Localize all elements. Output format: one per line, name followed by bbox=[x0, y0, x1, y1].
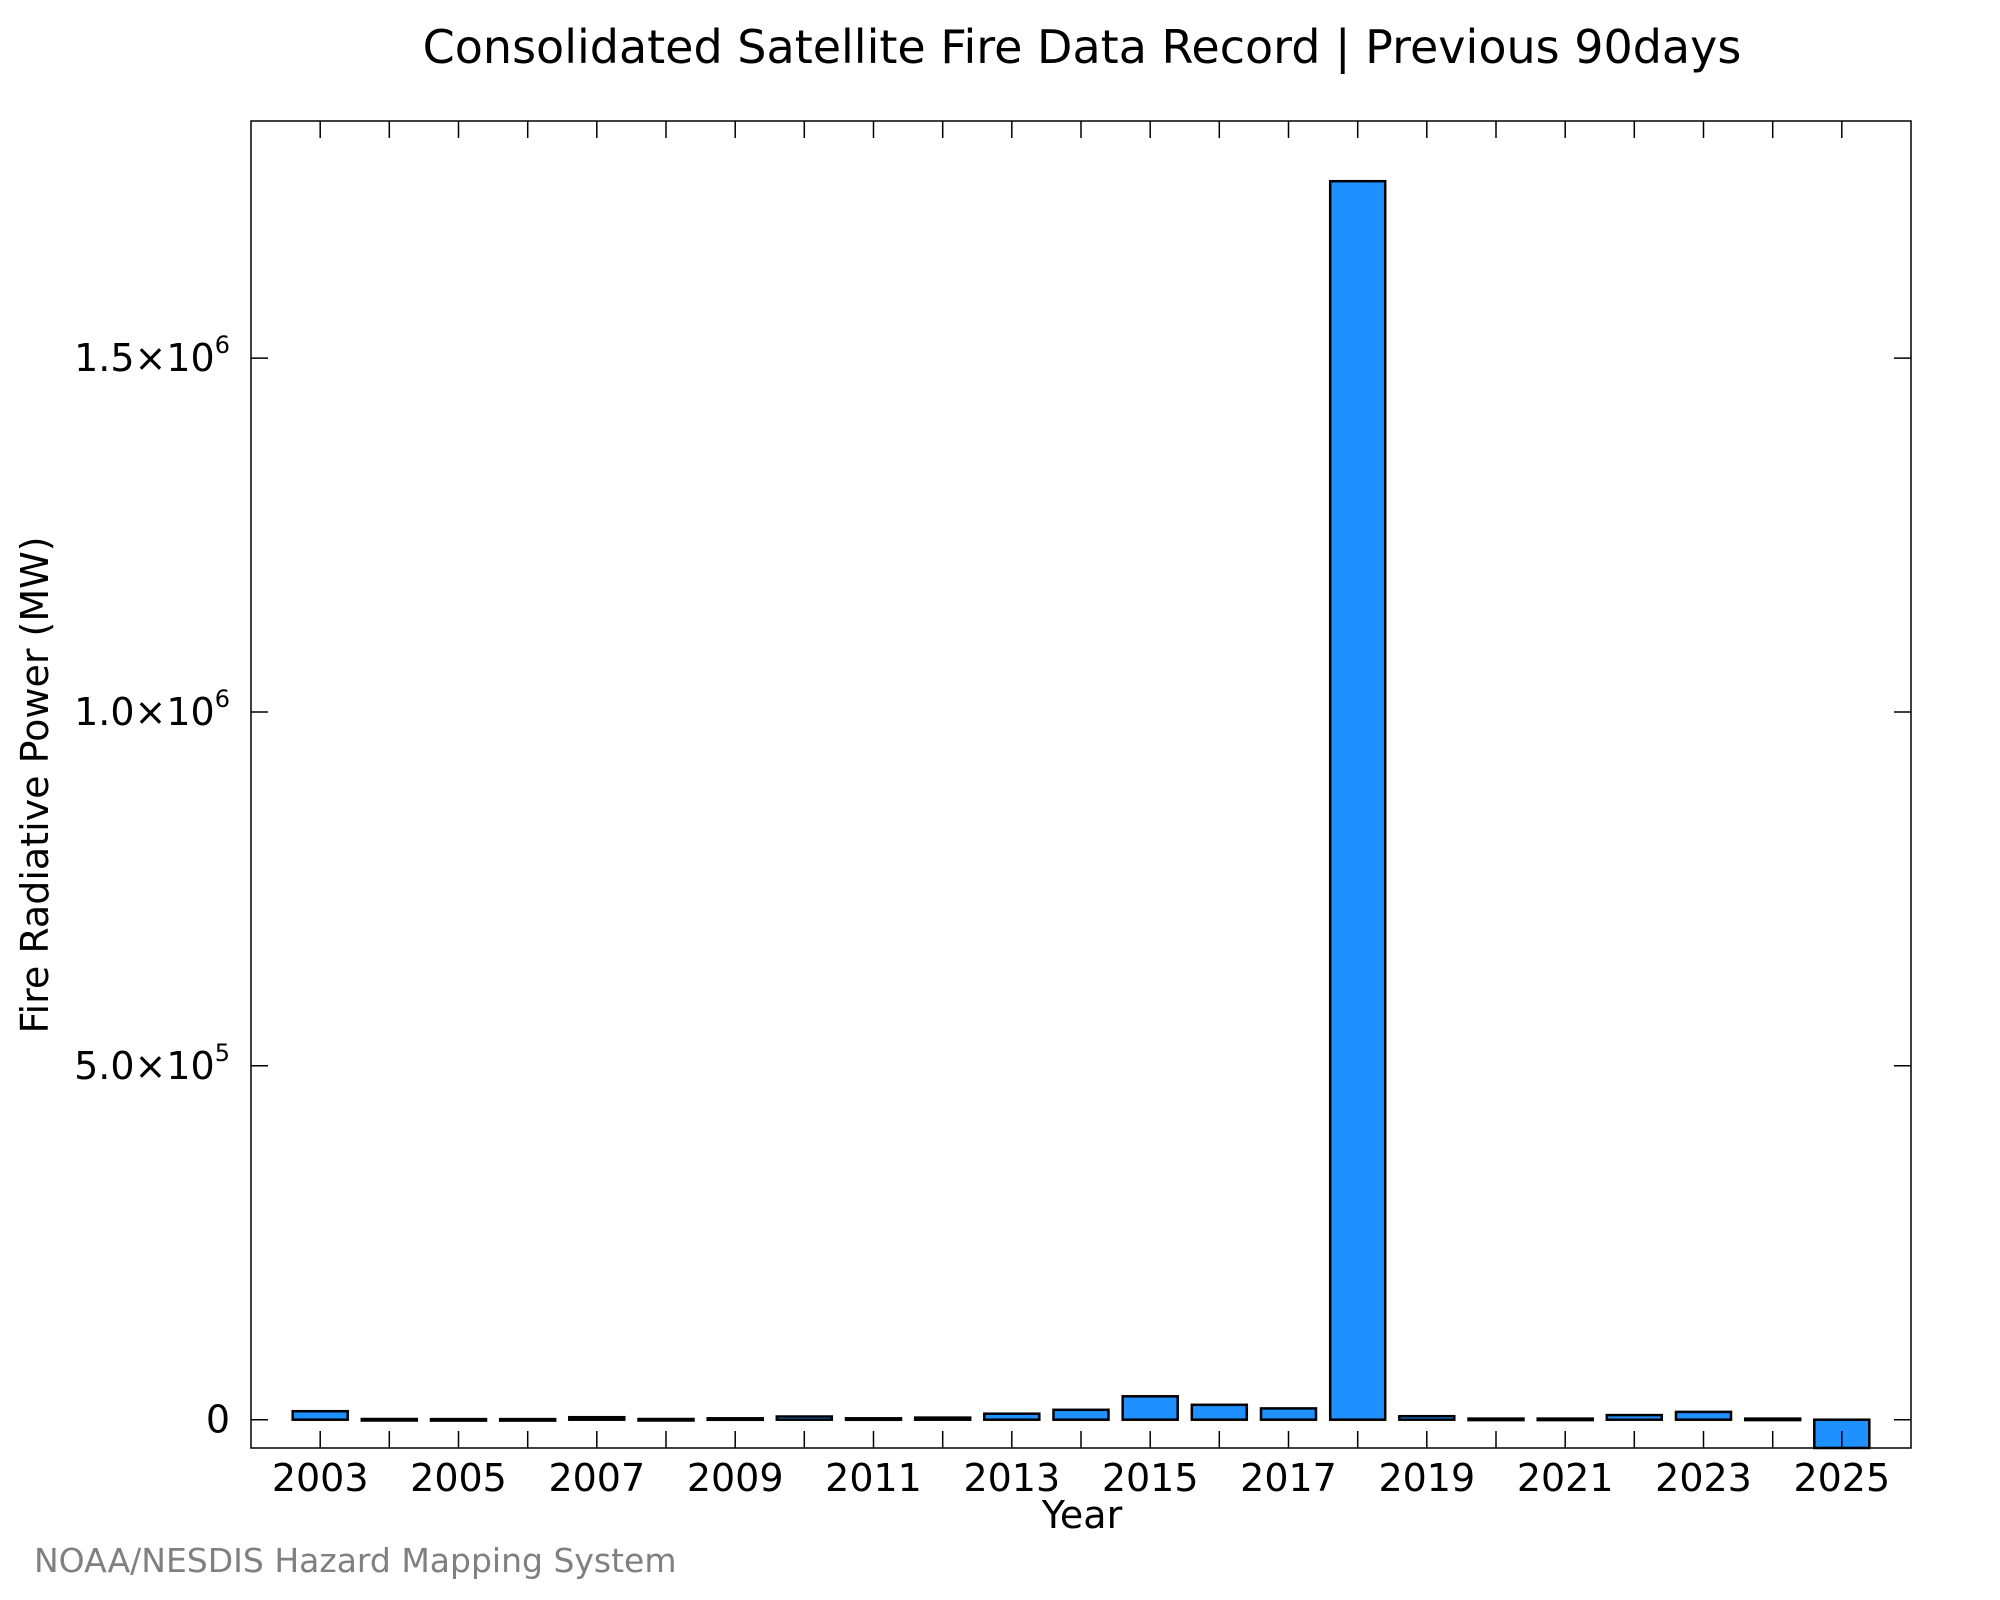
x-axis-label: Year bbox=[1041, 1493, 1123, 1537]
ticks-layer bbox=[251, 121, 1911, 1448]
bar-2010 bbox=[775, 1415, 834, 1421]
bar-2019 bbox=[1398, 1414, 1456, 1421]
bar-2004 bbox=[360, 1417, 419, 1422]
bar-2006 bbox=[498, 1417, 557, 1422]
y-tick-exponent: 5 bbox=[215, 1039, 230, 1067]
y-tick-mantissa: 1.0×10 bbox=[74, 690, 215, 734]
bar-2023 bbox=[1674, 1410, 1733, 1421]
x-tick-label-2021: 2021 bbox=[1517, 1456, 1614, 1500]
x-tick-label-2005: 2005 bbox=[410, 1456, 507, 1500]
y-tick-label-0: 0 bbox=[206, 1398, 230, 1442]
bar-2024 bbox=[1743, 1417, 1802, 1422]
bar-2011 bbox=[844, 1417, 903, 1422]
bar-2017 bbox=[1259, 1407, 1318, 1421]
bar-2008 bbox=[637, 1417, 695, 1422]
bar-2003 bbox=[291, 1409, 349, 1421]
bar-2020 bbox=[1467, 1417, 1525, 1422]
bar-2009 bbox=[706, 1417, 764, 1422]
x-tick-label-2019: 2019 bbox=[1378, 1456, 1475, 1500]
y-tick-label-1000000: 1.0×106 bbox=[74, 685, 230, 734]
bar-2013 bbox=[983, 1412, 1041, 1421]
bar-2012 bbox=[913, 1416, 972, 1421]
plot-frame bbox=[250, 120, 1912, 1449]
x-tick-label-2009: 2009 bbox=[687, 1456, 784, 1500]
y-tick-mantissa: 5.0×10 bbox=[74, 1044, 215, 1088]
y-tick-label-500000: 5.0×105 bbox=[74, 1039, 230, 1088]
bar-2016 bbox=[1190, 1403, 1249, 1421]
x-tick-label-2017: 2017 bbox=[1240, 1456, 1337, 1500]
y-tick-exponent: 6 bbox=[215, 331, 230, 359]
bar-2015 bbox=[1121, 1395, 1179, 1421]
x-tick-label-2025: 2025 bbox=[1793, 1456, 1890, 1500]
bars-layer bbox=[291, 179, 1871, 1450]
x-tick-labels: 2003 2005 2007 2009 2011 2013 2015 2017 2019 2021… bbox=[272, 1456, 1890, 1500]
y-tick-mantissa: 1.5×10 bbox=[74, 336, 215, 380]
x-tick-label-2011: 2011 bbox=[825, 1456, 922, 1500]
bar-2014 bbox=[1052, 1408, 1110, 1421]
chart-title: Consolidated Satellite Fire Data Record … bbox=[423, 20, 1742, 75]
bar-2007 bbox=[568, 1415, 626, 1421]
y-tick-exponent: 6 bbox=[215, 685, 230, 713]
credit-text: NOAA/NESDIS Hazard Mapping System bbox=[34, 1541, 677, 1580]
x-tick-label-2003: 2003 bbox=[272, 1456, 369, 1500]
bar-2018 bbox=[1328, 179, 1387, 1421]
bar-2021 bbox=[1536, 1417, 1594, 1422]
x-tick-label-2023: 2023 bbox=[1655, 1456, 1752, 1500]
y-tick-label-1500000: 1.5×106 bbox=[74, 331, 230, 380]
y-tick-mantissa: 0 bbox=[206, 1398, 230, 1442]
bar-2022 bbox=[1605, 1413, 1664, 1421]
x-tick-label-2013: 2013 bbox=[963, 1456, 1060, 1500]
x-tick-label-2007: 2007 bbox=[548, 1456, 645, 1500]
y-axis-label: Fire Radiative Power (MW) bbox=[13, 536, 57, 1033]
bar-2005 bbox=[429, 1417, 488, 1422]
x-tick-label-2015: 2015 bbox=[1102, 1456, 1199, 1500]
